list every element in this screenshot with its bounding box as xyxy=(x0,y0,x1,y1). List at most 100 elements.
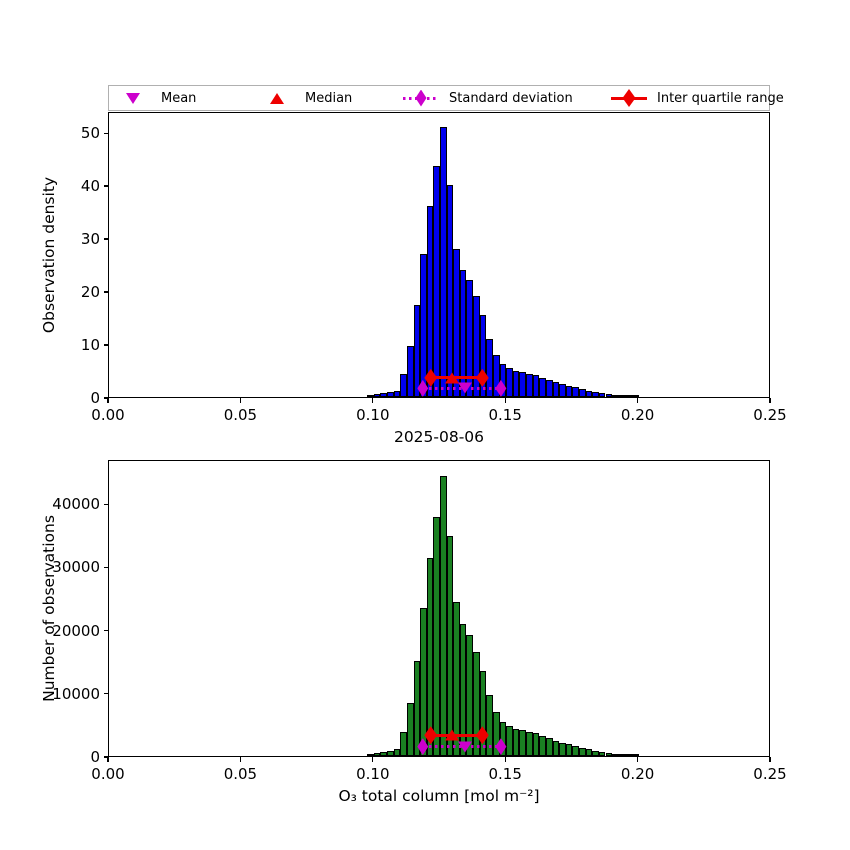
y-tick-label: 40000 xyxy=(52,495,100,514)
iqr-low-marker-glyph xyxy=(424,368,438,387)
histogram-bar xyxy=(539,736,546,756)
x-tick-label: 0.15 xyxy=(488,406,522,424)
x-tick-mark xyxy=(372,398,374,403)
histogram-bar xyxy=(579,389,586,397)
iqr-low-marker xyxy=(424,368,438,387)
histogram-bar xyxy=(545,380,553,397)
y-tick-label: 20 xyxy=(80,283,100,302)
top-plot-axes xyxy=(108,112,770,398)
histogram-bar xyxy=(559,742,566,756)
x-tick-label: 0.05 xyxy=(223,406,258,424)
legend-marker-icon xyxy=(609,88,649,108)
histogram-bar xyxy=(380,392,388,397)
y-tick-label: 10 xyxy=(80,336,100,355)
histogram-bar xyxy=(565,385,573,397)
mean-marker xyxy=(458,741,473,753)
y-tick-mark xyxy=(103,397,108,399)
histogram-bar xyxy=(559,384,566,397)
y-tick-mark xyxy=(103,566,108,569)
histogram-bar xyxy=(473,651,480,756)
standard-deviation-low-marker xyxy=(417,379,429,397)
y-tick-mark xyxy=(103,238,108,240)
x-tick-mark xyxy=(239,398,242,403)
standard-deviation-high-marker-glyph xyxy=(495,379,507,397)
standard-deviation-low-marker-glyph xyxy=(417,738,429,756)
standard-deviation-high-marker xyxy=(495,379,507,397)
histogram-bar xyxy=(565,744,573,756)
histogram-bar xyxy=(492,354,500,397)
x-tick-mark xyxy=(769,757,771,762)
x-tick-mark xyxy=(636,398,639,403)
legend-entry[interactable]: Inter quartile range xyxy=(609,88,784,108)
histogram-bar xyxy=(612,753,619,756)
histogram-bar xyxy=(486,338,493,397)
y-tick-mark xyxy=(103,693,108,695)
legend-marker-icon xyxy=(257,88,297,108)
histogram-bar xyxy=(426,205,434,397)
histogram-bar xyxy=(579,747,586,756)
histogram-bar xyxy=(552,382,560,397)
y-tick-label: 30 xyxy=(80,230,100,249)
x-axis-label: 2025-08-06 xyxy=(393,428,485,446)
histogram-bar xyxy=(466,635,474,756)
y-tick-label: 50 xyxy=(80,124,100,143)
legend-marker-icon xyxy=(113,88,153,108)
iqr-high-marker xyxy=(475,726,489,745)
histogram-bar xyxy=(519,730,527,756)
y-tick-mark xyxy=(103,132,108,134)
histogram-bar xyxy=(433,516,440,756)
histogram-bar xyxy=(572,387,579,397)
histogram-bar xyxy=(453,248,460,397)
histogram-bar xyxy=(572,746,579,756)
histogram-bar xyxy=(506,726,513,756)
histogram-bar xyxy=(605,394,613,397)
bottom-plot-area xyxy=(109,461,769,756)
histogram-bar xyxy=(367,754,374,756)
legend-label: Inter quartile range xyxy=(657,90,784,106)
histogram-bar xyxy=(426,557,434,756)
legend-entry[interactable]: Mean xyxy=(113,88,196,108)
histogram-bar xyxy=(453,602,460,756)
y-tick-label: 0 xyxy=(90,389,100,407)
histogram-bar xyxy=(612,394,619,397)
histogram-bar xyxy=(499,364,507,397)
histogram-bar xyxy=(585,390,593,397)
legend-entry[interactable]: Standard deviation xyxy=(401,88,573,108)
bottom-plot-axes xyxy=(108,460,770,757)
x-tick-label: 0.05 xyxy=(223,765,258,783)
histogram-bar xyxy=(373,753,381,756)
x-tick-mark xyxy=(504,398,506,403)
histogram-bar xyxy=(631,395,639,397)
histogram-bar xyxy=(526,373,533,397)
histogram-bar xyxy=(592,751,599,756)
y-axis-label: Number of observations xyxy=(40,515,58,702)
median-marker-glyph xyxy=(444,729,459,741)
histogram-bar xyxy=(625,395,632,397)
histogram-bar xyxy=(393,390,401,397)
histogram-bar xyxy=(446,185,454,397)
x-axis-label: O₃ total column [mol m⁻²] xyxy=(338,787,540,805)
x-tick-label: 0.25 xyxy=(753,406,787,424)
y-tick-label: 30000 xyxy=(52,558,100,577)
x-tick-mark xyxy=(372,757,374,762)
histogram-bar xyxy=(552,740,560,756)
histogram-bar xyxy=(413,304,421,397)
y-tick-label: 40 xyxy=(80,177,100,196)
x-tick-label: 0.20 xyxy=(620,765,655,783)
iqr-high-marker xyxy=(475,368,489,387)
legend-marker-icon xyxy=(401,88,441,108)
median-marker xyxy=(444,729,459,741)
histogram-bar xyxy=(367,395,374,397)
legend: Mean Median Standard deviation Inter quarti… xyxy=(108,85,784,111)
histogram-bar xyxy=(545,738,553,756)
x-tick-mark xyxy=(107,398,109,403)
x-tick-mark xyxy=(636,757,639,762)
y-axis-label: Observation density xyxy=(40,176,58,334)
x-tick-mark xyxy=(107,757,109,762)
x-tick-label: 0.10 xyxy=(356,406,390,424)
histogram-bar xyxy=(625,754,632,756)
histogram-bar xyxy=(499,721,507,756)
histogram-bar xyxy=(393,749,401,756)
median-triangle-up-icon xyxy=(270,92,284,104)
legend-entry[interactable]: Median xyxy=(257,88,352,108)
